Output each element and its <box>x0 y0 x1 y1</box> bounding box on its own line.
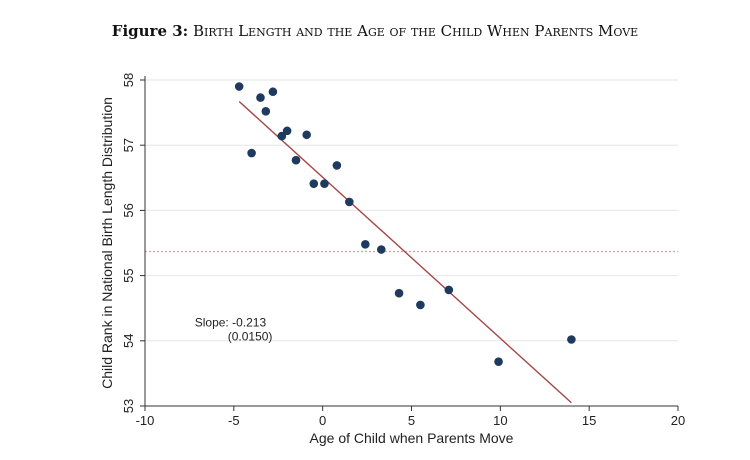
data-point <box>567 335 576 344</box>
y-axis-ticks: 53 54 55 56 57 58 <box>121 73 145 413</box>
y-tick-label: 53 <box>121 399 136 413</box>
data-point <box>332 161 342 170</box>
grid-lines <box>145 79 678 407</box>
data-points <box>234 82 576 366</box>
fit-line <box>238 100 572 404</box>
x-tick-label: 10 <box>493 413 507 428</box>
y-tick-label: 55 <box>121 268 136 282</box>
data-point <box>494 357 503 366</box>
data-point <box>320 179 329 188</box>
slope-se-annotation: (0.0150) <box>228 330 273 344</box>
data-point <box>444 285 454 295</box>
y-tick-label: 56 <box>121 203 136 217</box>
y-tick-label: 58 <box>121 73 136 87</box>
x-axis-ticks: -10 -5 0 5 10 15 20 <box>136 406 685 428</box>
x-tick-label: 20 <box>671 413 685 428</box>
figure-title: Figure 3: Birth Length and the Age of th… <box>0 22 750 40</box>
data-point <box>261 106 271 116</box>
x-tick-label: -5 <box>228 413 240 428</box>
y-axis-label: Child Rank in National Birth Length Dist… <box>99 97 115 389</box>
data-point <box>302 130 311 140</box>
data-point <box>376 245 386 254</box>
data-point <box>234 82 244 91</box>
data-point <box>291 155 301 165</box>
data-point <box>277 131 287 141</box>
x-tick-label: -10 <box>136 413 155 428</box>
x-tick-label: 0 <box>319 413 326 428</box>
figure-caption: Birth Length and the Age of the Child Wh… <box>192 22 639 40</box>
y-tick-label: 54 <box>121 334 136 348</box>
data-point <box>256 93 265 102</box>
slope-annotation: Slope: -0.213 <box>195 316 267 330</box>
data-point <box>282 126 292 136</box>
x-tick-label: 5 <box>408 413 415 428</box>
data-point <box>247 148 256 158</box>
data-point <box>309 179 319 188</box>
x-axis-label: Age of Child when Parents Move <box>310 430 514 446</box>
data-point <box>268 87 278 97</box>
x-tick-label: 15 <box>582 413 596 428</box>
data-point <box>416 300 425 310</box>
figure-number: Figure 3: <box>111 22 189 40</box>
data-point <box>361 240 370 249</box>
y-tick-label: 57 <box>121 138 136 152</box>
data-point <box>394 288 404 298</box>
axes <box>144 76 678 407</box>
data-point <box>345 197 354 207</box>
